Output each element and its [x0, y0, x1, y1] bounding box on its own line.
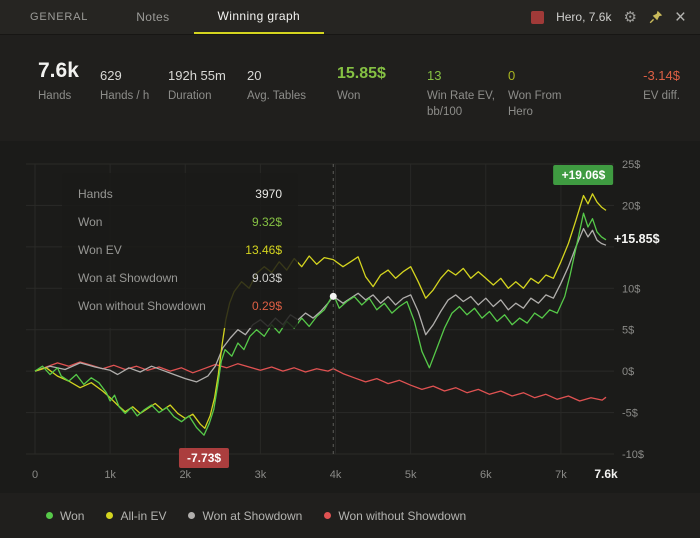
- svg-text:4k: 4k: [330, 469, 342, 481]
- close-icon[interactable]: ×: [674, 6, 686, 28]
- titlebar: GENERAL Notes Winning graph Hero, 7.6k ⚙…: [0, 0, 700, 35]
- stat-value: 13: [427, 68, 442, 83]
- stat-avg-tables: 20 Avg. Tables: [247, 57, 337, 105]
- tab-winning-graph[interactable]: Winning graph: [193, 0, 325, 34]
- svg-text:1k: 1k: [104, 469, 116, 481]
- stat-value: 629: [100, 68, 122, 83]
- stat-ev-diff: -3.14$ EV diff.: [643, 57, 680, 105]
- svg-text:7k: 7k: [555, 469, 567, 481]
- stat-label: Hands / h: [100, 90, 150, 102]
- stat-label: Won From Hero: [508, 90, 562, 118]
- stat-label: EV diff.: [643, 90, 680, 102]
- stat-value: 0: [508, 68, 516, 83]
- svg-text:25$: 25$: [622, 159, 640, 171]
- legend-dot-won-at-showdown: [188, 512, 196, 519]
- stat-won: 15.85$ Won: [337, 57, 427, 105]
- stat-label: Win Rate EV, bb/100: [427, 90, 495, 118]
- stat-label: Avg. Tables: [247, 90, 307, 102]
- player-color-swatch[interactable]: [531, 10, 545, 24]
- pin-icon[interactable]: [649, 10, 663, 24]
- svg-text:5k: 5k: [405, 469, 417, 481]
- svg-text:6k: 6k: [480, 469, 492, 481]
- svg-text:2k: 2k: [179, 469, 191, 481]
- legend-item-all-in-ev[interactable]: All-in EV: [106, 509, 166, 523]
- legend: Won All-in EV Won at Showdown Won withou…: [0, 493, 700, 538]
- stat-value: 192h 55m: [168, 68, 226, 83]
- svg-text:20$: 20$: [622, 200, 640, 212]
- legend-label: Won: [60, 508, 85, 523]
- pin-icon-glyph: [649, 10, 663, 24]
- stat-label: Duration: [168, 90, 212, 102]
- stat-win-rate-ev: 13 Win Rate EV, bb/100: [427, 57, 508, 120]
- stat-value: 15.85$: [337, 65, 386, 82]
- player-label: Hero, 7.6k: [556, 10, 612, 24]
- tab-notes[interactable]: Notes: [136, 10, 170, 24]
- stat-label: Hands: [38, 90, 72, 102]
- legend-label: Won at Showdown: [202, 508, 303, 523]
- stat-value: 7.6k: [38, 59, 79, 82]
- stat-label: Won: [337, 90, 361, 102]
- legend-dot-won: [46, 512, 53, 519]
- svg-text:3k: 3k: [255, 469, 267, 481]
- svg-text:10$: 10$: [622, 283, 640, 295]
- legend-item-won-at-showdown[interactable]: Won at Showdown: [188, 509, 302, 523]
- stat-duration: 192h 55m Duration: [168, 57, 247, 105]
- legend-item-won-without-showdown[interactable]: Won without Showdown: [324, 509, 466, 523]
- gear-icon[interactable]: ⚙: [623, 8, 637, 26]
- svg-text:0: 0: [32, 469, 38, 481]
- legend-label: Won without Showdown: [338, 508, 467, 523]
- stat-hands: 7.6k Hands: [38, 57, 100, 105]
- stat-value: -3.14$: [643, 68, 680, 83]
- stats-row: 7.6k Hands 629 Hands / h 192h 55m Durati…: [0, 35, 700, 141]
- svg-text:0$: 0$: [622, 366, 634, 378]
- legend-dot-won-without-showdown: [324, 512, 332, 519]
- stat-hands-per-hour: 629 Hands / h: [100, 57, 168, 105]
- stat-won-from-hero: 0 Won From Hero: [508, 57, 622, 120]
- svg-text:-10$: -10$: [622, 449, 644, 461]
- winning-chart[interactable]: 0 1k 2k 3k 4k 5k 6k 7k 7.6k 25$ 20$ 10$ 5$ 0$ -5$ -10$: [0, 141, 700, 493]
- svg-text:5$: 5$: [622, 325, 634, 337]
- legend-item-won[interactable]: Won: [46, 509, 84, 523]
- svg-text:-5$: -5$: [622, 408, 638, 420]
- svg-text:7.6k: 7.6k: [594, 467, 618, 481]
- chart-area: 0 1k 2k 3k 4k 5k 6k 7k 7.6k 25$ 20$ 10$ 5$ 0$ -5$ -10$ …: [0, 141, 700, 493]
- titlebar-right: Hero, 7.6k ⚙ ×: [531, 0, 700, 34]
- tab-general[interactable]: GENERAL: [30, 11, 89, 23]
- stat-value: 20: [247, 68, 262, 83]
- legend-dot-all-in-ev: [106, 512, 114, 519]
- legend-label: All-in EV: [120, 508, 167, 523]
